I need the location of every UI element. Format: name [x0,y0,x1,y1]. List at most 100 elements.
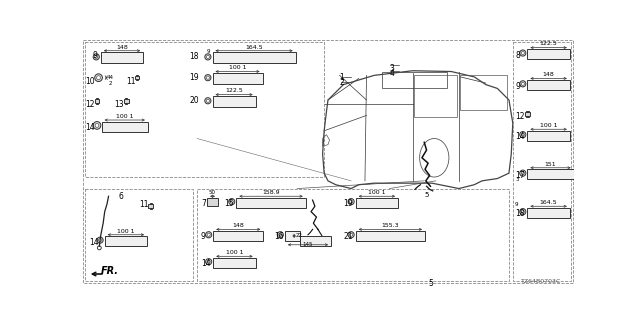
Bar [86,188,193,281]
Circle shape [205,75,211,81]
Text: 21: 21 [344,232,353,241]
Bar [527,80,570,90]
Text: 164.5: 164.5 [245,44,263,50]
Text: 15: 15 [224,198,234,208]
Circle shape [206,55,209,59]
Text: 16: 16 [274,232,284,241]
Text: 22: 22 [296,233,303,238]
Circle shape [521,210,524,213]
Circle shape [520,81,526,87]
Bar [101,52,143,63]
Text: 19: 19 [189,73,198,82]
Text: 11: 11 [126,77,136,86]
Bar [300,236,331,245]
Circle shape [520,209,526,215]
Text: 12: 12 [515,112,525,121]
Bar [356,198,398,208]
Bar [236,198,306,208]
Text: 9: 9 [92,51,97,60]
Bar [513,42,572,281]
Text: 148: 148 [116,44,128,50]
Circle shape [279,233,282,236]
Text: 155.3: 155.3 [381,223,399,228]
Text: 2: 2 [340,78,344,87]
Text: 17: 17 [515,171,525,180]
Circle shape [205,54,211,60]
Bar [414,75,458,117]
Text: 122.5: 122.5 [540,42,557,46]
Text: 8: 8 [515,51,520,60]
Circle shape [230,200,234,203]
Circle shape [95,55,98,59]
Bar [136,75,138,76]
Text: 3: 3 [515,177,518,182]
Bar [526,111,529,112]
Text: 19: 19 [344,198,353,208]
Bar [525,112,530,116]
Circle shape [205,259,212,265]
Text: 10: 10 [86,77,95,86]
Circle shape [521,82,524,85]
Bar [460,75,507,110]
Text: 18: 18 [189,52,198,61]
Bar [382,71,447,88]
Text: 100 1: 100 1 [116,114,134,119]
Circle shape [349,200,353,203]
Circle shape [95,74,102,82]
Bar [136,79,138,80]
Text: 7: 7 [201,198,206,208]
Bar [527,49,570,59]
Circle shape [348,198,354,205]
Circle shape [93,122,101,129]
Text: 151: 151 [545,162,556,167]
Bar [526,116,529,117]
Bar [148,204,154,208]
Text: 5: 5 [424,192,429,198]
Bar [207,198,218,206]
Bar [124,99,129,103]
Circle shape [349,233,353,236]
Text: 12: 12 [86,100,95,109]
Bar [527,169,573,179]
Text: 100 1: 100 1 [117,228,134,234]
Text: 100 1: 100 1 [368,190,386,195]
Circle shape [520,50,526,56]
Circle shape [95,124,99,127]
Circle shape [97,237,103,243]
Text: 9: 9 [207,49,211,54]
Bar [150,208,152,209]
Bar [102,122,148,132]
Bar [356,231,425,241]
Text: 5: 5 [428,279,433,288]
Bar [212,96,255,107]
Circle shape [207,233,210,236]
Bar [95,99,99,103]
Circle shape [97,76,100,80]
Bar [150,203,152,204]
Bar [212,52,296,63]
Text: 14: 14 [86,123,95,132]
Text: 50: 50 [209,190,216,195]
Bar [86,42,324,177]
Circle shape [520,132,526,138]
Text: 122.5: 122.5 [225,88,243,93]
Text: 4: 4 [390,69,394,78]
Circle shape [205,232,212,238]
Circle shape [207,260,210,263]
Bar [285,231,300,241]
Text: 148: 148 [232,223,244,228]
Text: 6: 6 [118,192,124,201]
Text: 2: 2 [109,81,112,86]
Text: 100 1: 100 1 [228,65,246,70]
Text: FR.: FR. [101,266,119,276]
Text: 9: 9 [515,82,520,91]
Text: 145: 145 [303,242,313,247]
Text: 14: 14 [515,132,525,141]
Circle shape [521,52,524,55]
Bar [527,208,570,218]
Bar [96,103,98,104]
Text: 9: 9 [201,232,206,241]
Text: 100 1: 100 1 [226,250,243,255]
Circle shape [277,232,284,238]
Text: 44: 44 [107,75,114,80]
